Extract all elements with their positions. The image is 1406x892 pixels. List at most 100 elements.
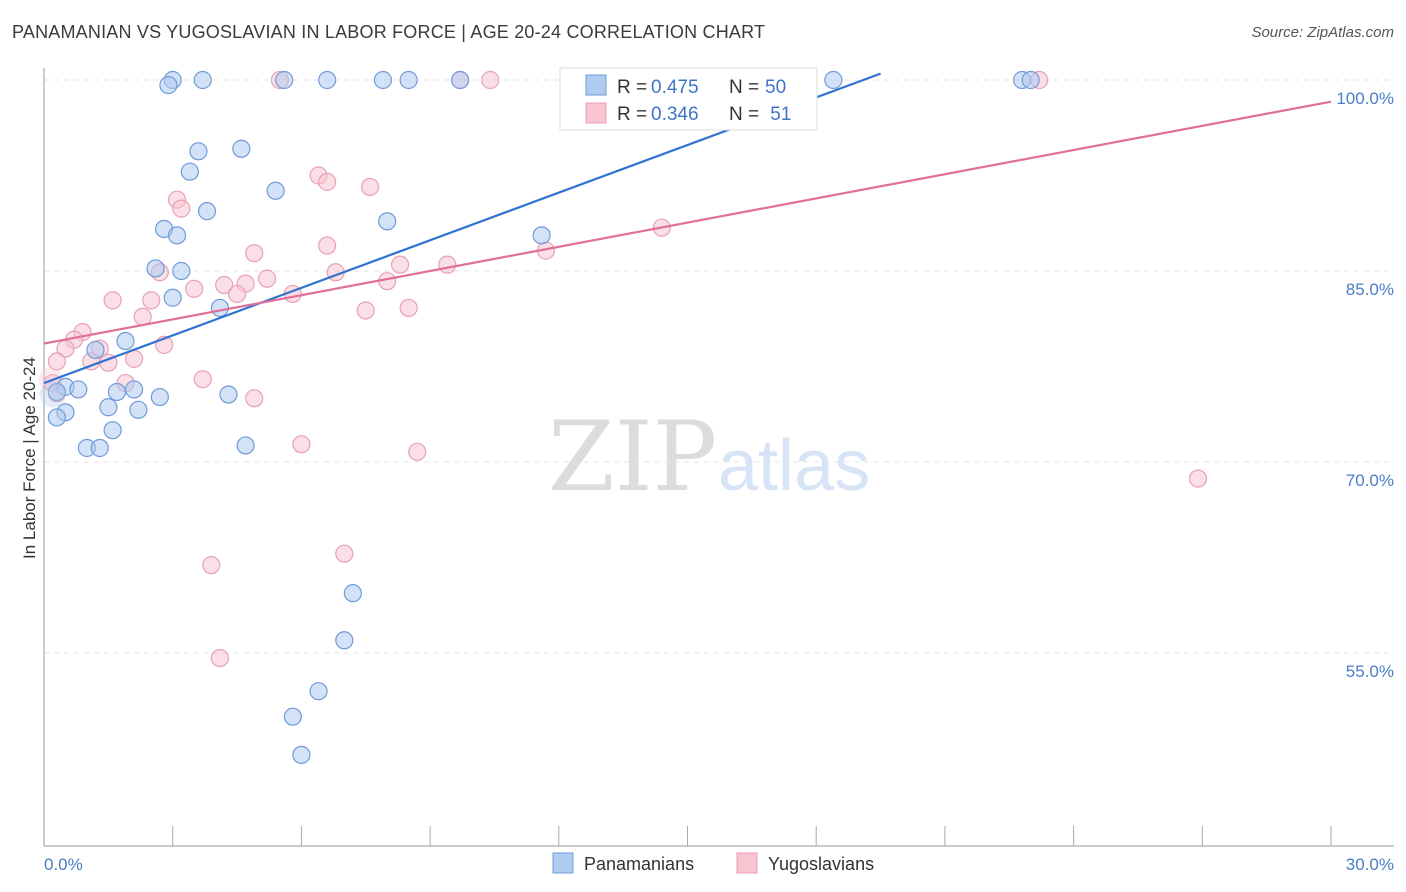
axes: [43, 68, 1394, 847]
panamanian-point-23: [172, 261, 191, 281]
yugoslavian-point-50: [202, 556, 221, 575]
legend-n-label-pink: N =: [729, 104, 759, 125]
panamanian-point-6: [451, 70, 470, 90]
yugoslavian-point-9: [360, 177, 380, 197]
panamanian-point-21: [532, 226, 551, 245]
yugoslavian-point-23: [215, 275, 234, 295]
legend-swatch-pink: [585, 102, 607, 124]
panamanian-point-33: [150, 387, 169, 407]
yugoslavian-point-15: [245, 244, 264, 263]
panamanian-point-4: [373, 70, 393, 90]
x-tick-label-max: 30.0%: [1346, 855, 1394, 874]
yugoslavian-point-27: [103, 291, 122, 310]
panamanian-point-2: [275, 70, 294, 90]
y-tick-label-85: 85.0%: [1346, 280, 1394, 299]
gridlines: [44, 79, 1394, 654]
legend-r-label-pink: R =: [617, 104, 647, 125]
panamanian-point-42: [236, 436, 255, 455]
panamanian-point-36: [129, 400, 148, 419]
panamanian-cluster-mark: [39, 381, 66, 408]
legend-r-label-blue: R =: [617, 77, 647, 98]
series-yugoslavians: [38, 70, 1208, 668]
yugoslavian-point-25: [227, 284, 247, 304]
panamanian-point-18: [378, 212, 397, 231]
panamanian-point-35: [99, 398, 118, 417]
panamanian-point-5: [399, 70, 418, 90]
panamanian-point-22: [146, 259, 165, 278]
panamanian-point-13: [189, 142, 208, 161]
panamanian-point-39: [103, 421, 122, 440]
yugoslavian-point-51: [210, 648, 229, 668]
panamanian-point-29: [69, 380, 88, 399]
y-axis-label: In Labor Force | Age 20-24: [20, 357, 39, 559]
panamanian-point-47: [292, 745, 311, 764]
panamanian-point-26: [116, 331, 135, 351]
yugoslavian-point-11: [172, 199, 191, 218]
panamanian-point-15: [180, 162, 199, 181]
legend-n-value-pink: 51: [765, 104, 791, 125]
panamanian-point-9: [824, 70, 843, 90]
x-tick-label-min: 0.0%: [44, 855, 83, 874]
yugoslavian-point-17: [438, 255, 457, 274]
yugoslavian-point-13: [318, 236, 337, 255]
y-tick-labels: 55.0% 70.0% 85.0% 100.0%: [1336, 89, 1394, 681]
y-tick-label-70: 70.0%: [1346, 471, 1394, 490]
yugoslavian-point-30: [399, 298, 418, 318]
panamanian-point-45: [309, 682, 328, 701]
yugoslavian-point-2: [481, 70, 500, 90]
panamanian-point-24: [163, 288, 182, 307]
bottom-legend-swatch-panamanians: [552, 852, 574, 874]
panamanian-point-1: [193, 70, 212, 90]
x-ticks: [172, 826, 1332, 846]
panamanian-point-46: [283, 707, 302, 726]
panamanian-point-41: [90, 438, 109, 458]
legend-swatch-blue: [585, 74, 607, 96]
panamanian-point-20: [167, 226, 187, 245]
bottom-legend-label-panamanians: Panamanians: [584, 854, 694, 874]
panamanian-point-38: [47, 408, 66, 427]
panamanian-point-17: [197, 202, 217, 221]
panamanian-point-43: [343, 584, 362, 603]
yugoslavian-point-31: [133, 307, 152, 326]
y-tick-label-100: 100.0%: [1336, 89, 1394, 108]
panamanian-point-11: [1021, 70, 1040, 90]
yugoslavian-point-16: [390, 255, 410, 274]
panamanian-point-30: [47, 382, 66, 402]
yugoslavian-point-20: [257, 269, 277, 288]
yugoslavian-point-41: [193, 370, 212, 389]
series-panamanians: [39, 70, 1040, 764]
yugoslavian-point-24: [185, 279, 204, 298]
panamanian-point-44: [335, 631, 354, 650]
watermark-atlas: atlas: [718, 426, 870, 506]
legend-r-value-blue: 0.475: [651, 77, 699, 98]
bottom-legend: Panamanians Yugoslavians: [552, 852, 874, 874]
yugoslavian-point-45: [245, 389, 264, 408]
panamanian-point-12: [159, 75, 178, 95]
bottom-legend-label-yugoslavians: Yugoslavians: [768, 854, 874, 874]
panamanian-point-16: [266, 181, 285, 200]
bottom-legend-swatch-yugoslavians: [736, 852, 758, 874]
chart-title: PANAMANIAN VS YUGOSLAVIAN IN LABOR FORCE…: [12, 22, 766, 42]
panamanian-point-27: [86, 340, 105, 360]
panamanian-point-3: [318, 70, 337, 90]
yugoslavian-point-48: [335, 544, 354, 563]
panamanian-point-32: [124, 380, 144, 399]
source-label: Source: ZipAtlas.com: [1251, 24, 1394, 41]
panamanian-point-31: [107, 382, 127, 402]
watermark-zip: ZIP: [548, 401, 717, 513]
yugoslavian-point-8: [318, 172, 337, 191]
yugoslavian-point-49: [1188, 469, 1208, 488]
yugoslavian-point-47: [408, 442, 427, 461]
yugoslavian-point-46: [292, 435, 311, 454]
legend-n-value-blue: 50: [765, 77, 786, 98]
panamanian-point-34: [219, 385, 238, 404]
legend-box: R = 0.475 N = 50 R = 0.346 N = 51: [559, 67, 818, 131]
panamanian-point-25: [210, 298, 229, 318]
legend-n-label-blue: N =: [729, 77, 759, 98]
yugoslavian-point-29: [356, 301, 375, 320]
yugoslavian-point-38: [47, 352, 66, 371]
legend-r-value-pink: 0.346: [651, 104, 699, 125]
y-tick-label-55: 55.0%: [1346, 662, 1394, 681]
panamanian-point-14: [232, 139, 251, 158]
